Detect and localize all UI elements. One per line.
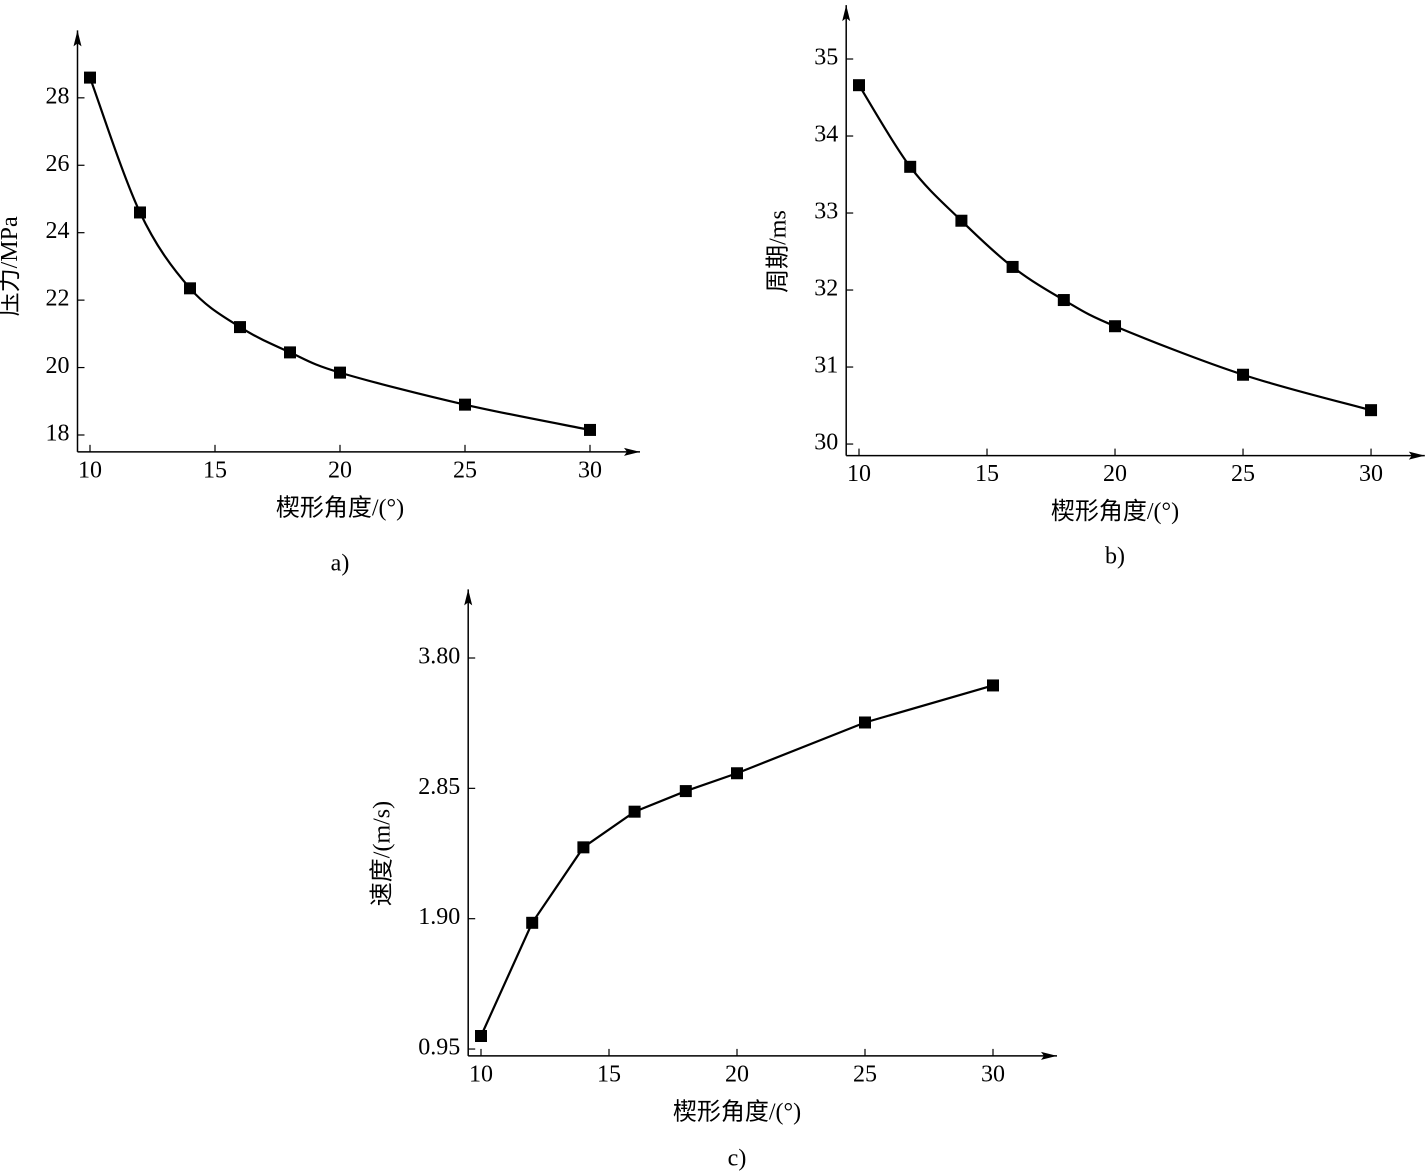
y-tick-label: 28 (46, 83, 70, 109)
y-tick-label: 18 (46, 420, 70, 446)
y-axis-label: 压力/MPa (0, 216, 23, 316)
x-tick-label: 25 (453, 457, 477, 483)
y-tick-label: 26 (46, 151, 70, 177)
y-arrow (73, 30, 82, 47)
x-axis-label: 楔形角度/(°) (1051, 498, 1179, 525)
data-point (1237, 368, 1250, 381)
data-point (904, 160, 917, 173)
data-point (84, 71, 96, 84)
data-point (987, 679, 999, 692)
y-tick-label: 0.95 (418, 1035, 460, 1061)
data-point (475, 1030, 487, 1043)
x-tick-label: 15 (597, 1061, 621, 1087)
data-point (679, 785, 692, 798)
data-point (955, 214, 968, 227)
x-tick-label: 30 (981, 1061, 1005, 1087)
y-tick-label: 35 (814, 45, 838, 71)
y-tick-label: 24 (46, 218, 70, 244)
data-point (459, 398, 471, 411)
x-tick-label: 10 (78, 457, 102, 483)
x-tick-label: 20 (1103, 461, 1127, 487)
x-tick-label: 15 (975, 461, 999, 487)
data-point (234, 321, 246, 334)
x-axis-label: 楔形角度/(°) (276, 494, 404, 521)
y-tick-label: 32 (814, 276, 838, 302)
data-line (858, 84, 1372, 412)
y-tick-label: 2.85 (418, 774, 460, 800)
y-tick-label: 30 (814, 430, 838, 456)
y-tick-label: 3.80 (418, 644, 460, 670)
data-point (334, 366, 346, 379)
data-point (577, 841, 590, 854)
caption: b) (1105, 544, 1125, 570)
x-arrow (1041, 1051, 1057, 1060)
y-tick-label: 20 (46, 353, 70, 379)
data-point (1057, 294, 1070, 307)
y-tick-label: 33 (814, 199, 838, 225)
data-point (1006, 260, 1019, 273)
data-point (1365, 404, 1378, 417)
y-axis-label: 周期/ms (766, 210, 792, 293)
data-point (584, 423, 596, 436)
data-point (284, 346, 296, 359)
data-point (731, 767, 743, 780)
data-point (526, 916, 539, 929)
data-point (859, 716, 871, 729)
x-tick-label: 10 (847, 461, 871, 487)
x-tick-label: 10 (469, 1061, 493, 1087)
x-tick-label: 20 (328, 457, 352, 483)
y-tick-label: 1.90 (418, 904, 460, 930)
data-point (853, 79, 866, 92)
caption: a) (331, 551, 350, 577)
x-tick-label: 25 (853, 1061, 877, 1087)
y-tick-label: 34 (814, 122, 838, 148)
x-tick-label: 30 (1359, 461, 1383, 487)
caption: c) (728, 1146, 747, 1172)
x-arrow (1408, 451, 1425, 460)
data-point (134, 206, 146, 219)
data-point (184, 282, 196, 295)
data-point (1109, 320, 1122, 333)
x-tick-label: 30 (578, 457, 602, 483)
data-point (628, 805, 641, 818)
x-arrow (624, 447, 640, 456)
x-tick-label: 25 (1231, 461, 1255, 487)
y-tick-label: 31 (814, 353, 838, 379)
y-tick-label: 22 (46, 286, 70, 312)
x-tick-label: 20 (725, 1061, 749, 1087)
x-axis-label: 楔形角度/(°) (673, 1098, 801, 1125)
x-tick-label: 15 (203, 457, 227, 483)
y-arrow (464, 589, 473, 606)
y-arrow (842, 5, 851, 22)
data-line (479, 684, 994, 1037)
y-axis-label: 速度/(m/s) (369, 801, 396, 906)
